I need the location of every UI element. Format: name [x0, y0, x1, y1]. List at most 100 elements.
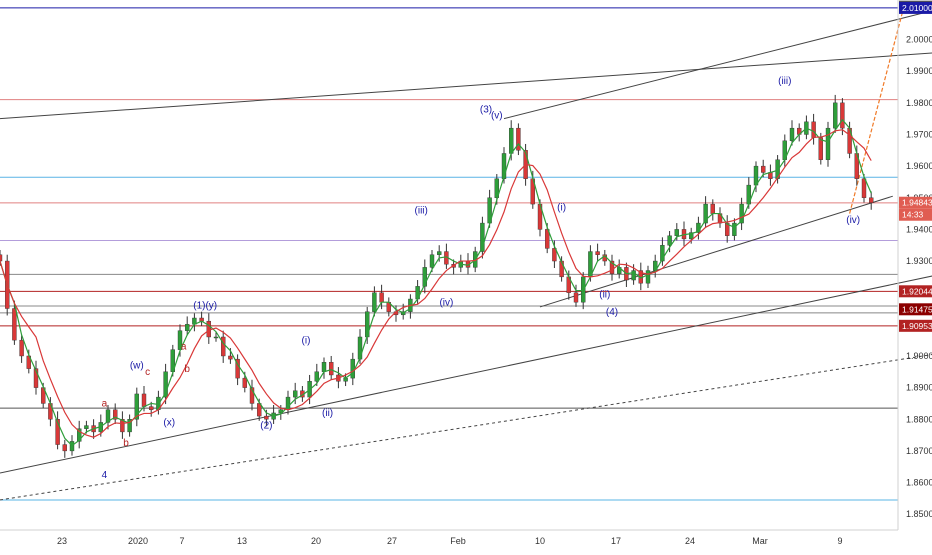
- candle-body: [674, 229, 679, 236]
- wave-label: c: [145, 367, 150, 378]
- wave-label: (i): [302, 335, 311, 346]
- price-badge-label: 1.94843: [902, 198, 932, 208]
- trendlines: [0, 7, 932, 501]
- candle-body: [761, 165, 766, 173]
- candle-body: [480, 222, 485, 252]
- candle-body: [249, 387, 255, 404]
- candle-body: [833, 102, 838, 129]
- candle-body: [120, 419, 125, 433]
- candle-body: [62, 444, 67, 452]
- ma-slow-line: [0, 129, 872, 438]
- wave-label: (1)(y): [193, 301, 217, 312]
- candle-body: [869, 197, 874, 204]
- candle-body: [516, 127, 521, 151]
- time-tick-label: Feb: [450, 536, 466, 546]
- wave-label: (iv): [846, 215, 860, 226]
- candle-body: [509, 127, 514, 154]
- candle-body: [33, 368, 39, 388]
- time-tick-label: 2020: [128, 536, 148, 546]
- wave-label: a: [181, 342, 187, 353]
- price-tick-label: 1.88000: [906, 414, 932, 424]
- wave-label: (iii): [415, 206, 428, 217]
- candle-body: [321, 362, 327, 372]
- wave-label: (iv): [439, 297, 453, 308]
- candle-body: [264, 415, 269, 420]
- candle-body: [228, 355, 233, 360]
- candle-body: [573, 292, 579, 303]
- price-tick-label: 1.89000: [906, 383, 932, 393]
- candle-body: [429, 254, 435, 268]
- wave-label: (i): [557, 202, 566, 213]
- candle-body: [220, 336, 226, 357]
- candle-body: [184, 324, 190, 331]
- price-badge: [899, 285, 932, 298]
- candle-body: [811, 121, 816, 138]
- candle-body: [112, 409, 118, 420]
- price-tick-label: 1.93000: [906, 256, 932, 266]
- candle-body: [314, 371, 319, 382]
- candle-body: [645, 270, 651, 284]
- candle-body: [293, 390, 298, 398]
- candle-body: [127, 419, 132, 433]
- candle-body: [689, 232, 694, 240]
- moving-averages: [0, 118, 872, 447]
- candle-body: [141, 393, 147, 407]
- wave-label: 4: [102, 470, 108, 481]
- price-tick-label: 2.00000: [906, 35, 932, 45]
- candle-body: [861, 178, 867, 198]
- wave-label: (4): [606, 307, 618, 318]
- price-badge: [899, 303, 932, 316]
- price-tick-label: 1.96000: [906, 161, 932, 171]
- time-tick-label: 7: [179, 536, 184, 546]
- price-tick-label: 1.98000: [906, 98, 932, 108]
- wave-label: (x): [163, 418, 175, 429]
- candle-body: [552, 248, 557, 262]
- candle-body: [55, 419, 60, 445]
- time-tick-label: Mar: [752, 536, 768, 546]
- candle-body: [739, 203, 744, 224]
- price-tick-label: 1.87000: [906, 446, 932, 456]
- time-tick-label: 23: [57, 536, 67, 546]
- candle-body: [422, 267, 427, 287]
- projection-arrow: [849, 7, 905, 214]
- trendline: [0, 52, 932, 120]
- candle-body: [494, 178, 499, 198]
- candle-body: [667, 235, 672, 246]
- time-tick-label: 9: [837, 536, 842, 546]
- price-tick-label: 1.90000: [906, 351, 932, 361]
- wave-label: b: [123, 438, 129, 449]
- price-tick-label: 1.97000: [906, 129, 932, 139]
- candle-body: [789, 127, 795, 142]
- candle-body: [710, 203, 715, 214]
- candle-body: [732, 222, 737, 236]
- price-badge-label: 1.92044: [902, 286, 932, 296]
- wave-label: (ii): [599, 289, 610, 300]
- price-badge-label: 1.91475: [902, 304, 932, 314]
- candle-body: [206, 320, 212, 338]
- wave-label: (w): [130, 361, 144, 372]
- price-badge-label: 2.01000: [902, 3, 932, 13]
- candle-body: [840, 102, 845, 129]
- price-badge-label: 1.90953: [902, 321, 932, 331]
- wave-labels: (1)(y) (2) (3)(v) (4) (iii) (iv) (w) (x) (i) (ii)…: [102, 76, 861, 481]
- time-tick-label: 20: [311, 536, 321, 546]
- price-tick-label: 1.94000: [906, 224, 932, 234]
- wave-label: b: [184, 364, 190, 375]
- candle-body: [76, 428, 82, 442]
- candle-body: [242, 377, 248, 388]
- candle-body: [357, 336, 363, 360]
- wave-label: (v): [491, 111, 503, 122]
- candle-body: [329, 362, 334, 376]
- price-badge: [899, 319, 932, 332]
- price-badge: [899, 196, 932, 209]
- time-axis[interactable]: 23 2020 7 13 20 27 Feb 10 17 24 Mar 9: [57, 536, 843, 546]
- price-badge: [899, 208, 932, 221]
- price-tick-label: 1.99000: [906, 66, 932, 76]
- candle-body: [84, 425, 89, 429]
- candle-body: [148, 406, 154, 410]
- candle-body: [660, 245, 665, 262]
- time-tick-label: 24: [685, 536, 695, 546]
